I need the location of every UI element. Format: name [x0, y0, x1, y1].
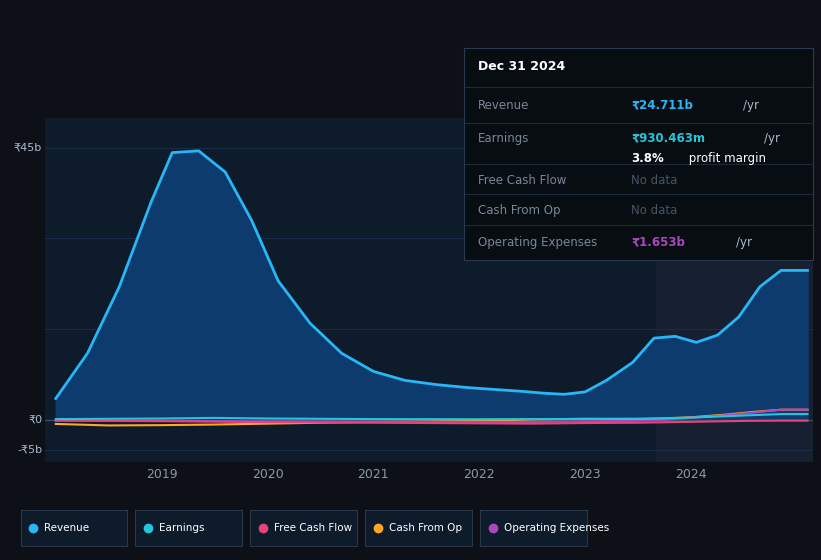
Text: Earnings: Earnings: [159, 523, 204, 533]
Text: /yr: /yr: [764, 132, 780, 144]
Text: -₹5b: -₹5b: [17, 445, 42, 455]
Text: 3.8%: 3.8%: [631, 152, 664, 165]
Text: Free Cash Flow: Free Cash Flow: [274, 523, 352, 533]
Text: profit margin: profit margin: [686, 152, 767, 165]
Text: ₹1.653b: ₹1.653b: [631, 236, 686, 249]
Text: No data: No data: [631, 174, 677, 187]
Text: ₹24.711b: ₹24.711b: [631, 99, 693, 111]
Text: ₹0: ₹0: [28, 415, 42, 424]
Text: Dec 31 2024: Dec 31 2024: [478, 60, 565, 73]
Text: /yr: /yr: [743, 99, 759, 111]
Text: Free Cash Flow: Free Cash Flow: [478, 174, 566, 187]
Text: Cash From Op: Cash From Op: [389, 523, 462, 533]
Text: No data: No data: [631, 204, 677, 217]
Text: ₹45b: ₹45b: [14, 143, 42, 153]
Text: Revenue: Revenue: [44, 523, 89, 533]
Text: Cash From Op: Cash From Op: [478, 204, 560, 217]
Bar: [656, 118, 821, 462]
Text: Operating Expenses: Operating Expenses: [478, 236, 597, 249]
Text: Earnings: Earnings: [478, 132, 530, 144]
Text: Revenue: Revenue: [478, 99, 530, 111]
Text: /yr: /yr: [736, 236, 752, 249]
Text: ₹930.463m: ₹930.463m: [631, 132, 705, 144]
Text: Operating Expenses: Operating Expenses: [504, 523, 609, 533]
